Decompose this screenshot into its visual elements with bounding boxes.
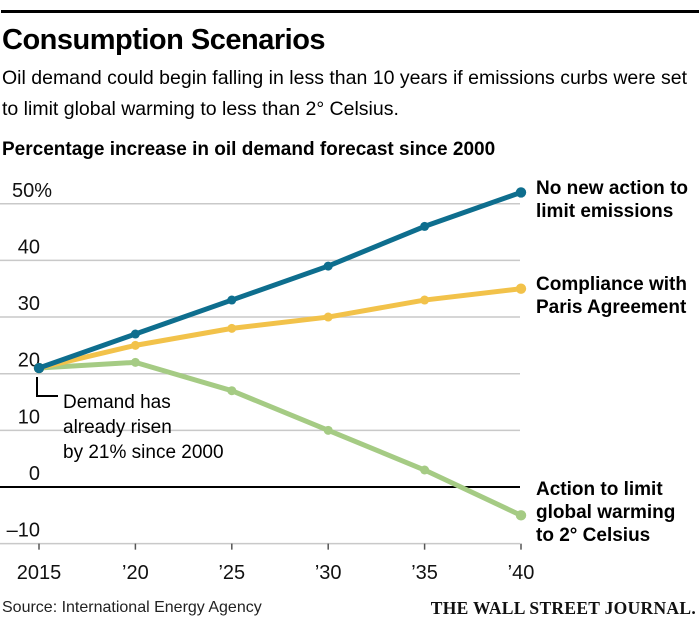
legend-line: No new action to	[536, 178, 688, 199]
annotation-line: already risen	[63, 417, 172, 438]
y-tick-label: 50%	[12, 180, 52, 202]
y-tick-label: 30	[18, 293, 40, 315]
series-point-no-new-action-2040	[515, 187, 527, 198]
series-point-two-degree-2035	[420, 465, 430, 475]
annotation-line: by 21% since 2000	[63, 442, 224, 463]
x-tick-label: 2015	[17, 562, 62, 584]
series-line-paris-agreement	[36, 286, 524, 371]
series-point-two-degree-2025	[227, 386, 237, 396]
series-line-two-degree	[36, 359, 524, 518]
x-tick-label: ’25	[218, 562, 245, 584]
series-point-two-degree-2020	[130, 357, 140, 367]
series-point-no-new-action-2015	[33, 362, 45, 374]
series-point-no-new-action-2020	[130, 329, 140, 339]
series-point-paris-agreement-2025	[227, 323, 237, 333]
x-tick-label: ’40	[508, 562, 535, 584]
series-point-no-new-action-2025	[227, 295, 237, 305]
legend-line: Paris Agreement	[536, 297, 687, 318]
y-tick-label: 0	[29, 463, 40, 485]
wsj-logotype: THE WALL STREET JOURNAL.	[430, 598, 696, 618]
series-point-paris-agreement-2020	[130, 340, 140, 350]
page-title: Consumption Scenarios	[2, 24, 326, 56]
x-tick-label: ’20	[122, 562, 149, 584]
annotation-bracket	[36, 377, 58, 397]
series-point-two-degree-2030	[323, 425, 333, 435]
series-point-paris-agreement-2030	[323, 312, 333, 322]
subtitle: Oil demand could begin falling in less t…	[2, 67, 688, 120]
source-credit: Source: International Energy Agency	[2, 599, 262, 616]
legend-line: global warming	[536, 502, 676, 523]
annotation-demand-risen: Demand has already risen by 21% since 20…	[63, 390, 253, 465]
annotation-line: Demand has	[63, 392, 171, 413]
x-tick-label: ’30	[315, 562, 342, 584]
legend-paris-agreement: Compliance with Paris Agreement	[536, 273, 700, 319]
y-tick-label: 10	[18, 406, 40, 428]
series-line-no-new-action	[36, 189, 524, 371]
series-point-two-degree-2040	[515, 510, 527, 521]
legend-line: limit emissions	[536, 201, 674, 222]
y-tick-label: –10	[7, 520, 40, 542]
legend-line: Action to limit	[536, 479, 663, 500]
series-point-paris-agreement-2035	[420, 295, 430, 305]
legend-two-degree: Action to limit global warming to 2° Cel…	[536, 478, 700, 547]
y-tick-label: 40	[18, 236, 40, 258]
legend-no-new-action: No new action to limit emissions	[536, 177, 700, 223]
series-point-no-new-action-2030	[323, 261, 333, 271]
x-tick-label: ’35	[411, 562, 438, 584]
legend-line: to 2° Celsius	[536, 525, 651, 546]
series-point-no-new-action-2035	[420, 221, 430, 231]
top-rule	[1, 10, 699, 13]
legend-line: Compliance with	[536, 274, 687, 295]
series-point-paris-agreement-2040	[515, 283, 527, 294]
chart-axis-title: Percentage increase in oil demand foreca…	[2, 139, 496, 160]
